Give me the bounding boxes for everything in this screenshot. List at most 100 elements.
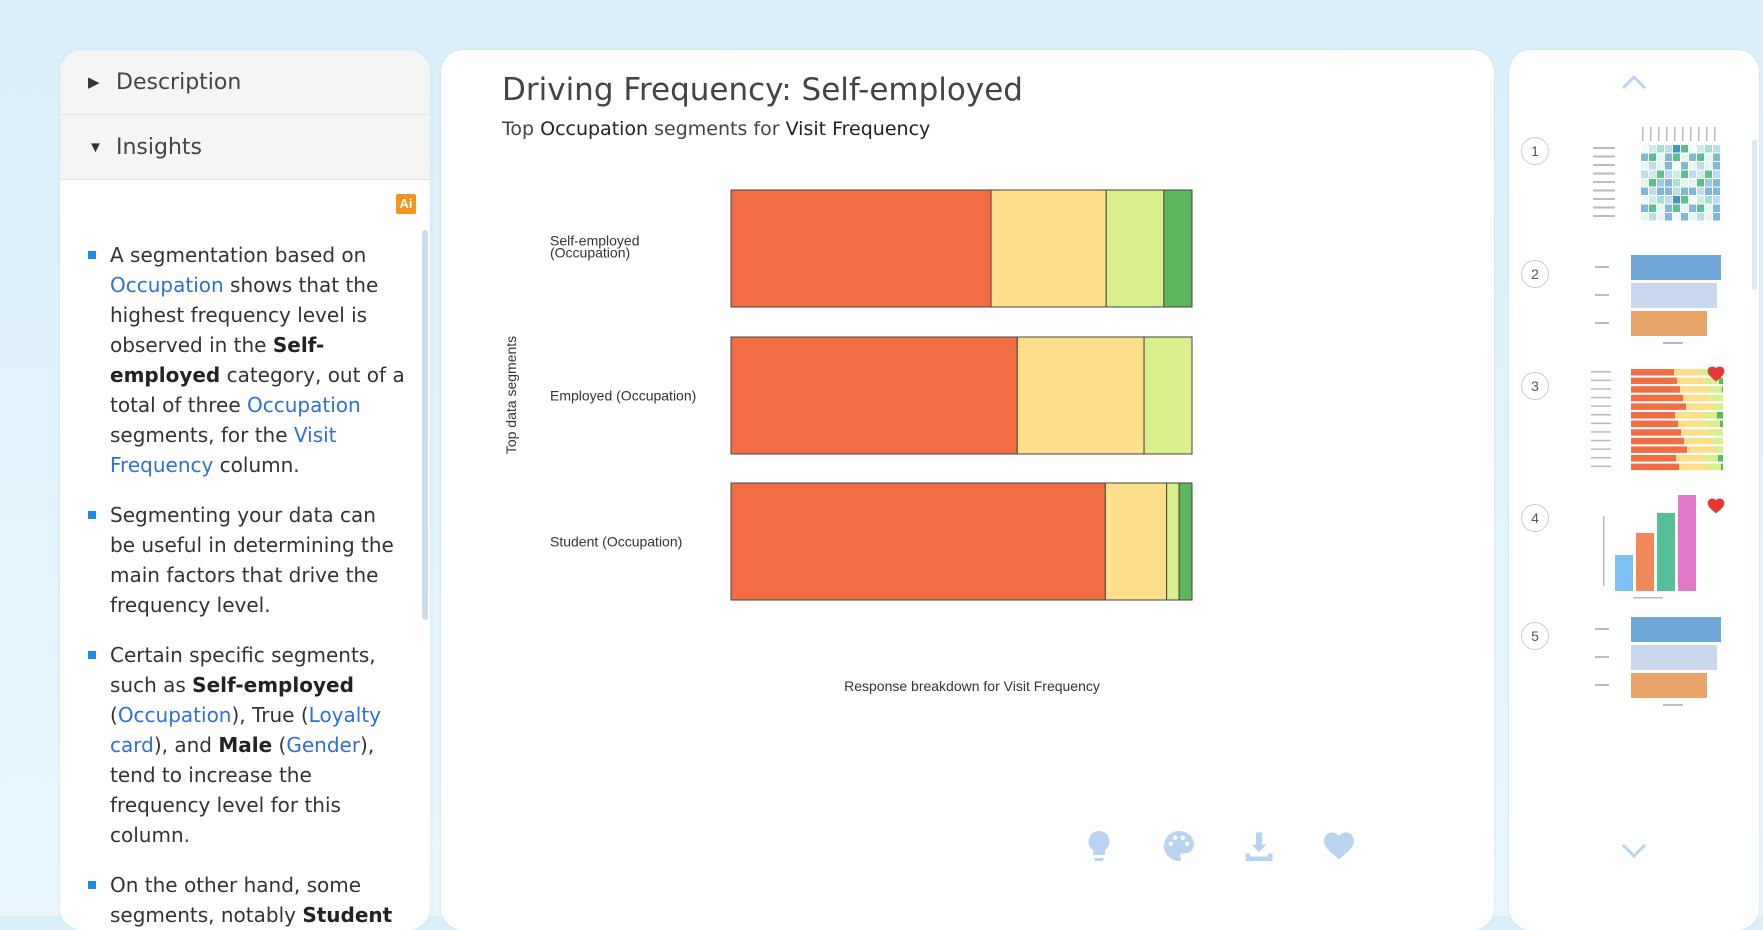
- thumbnail-mark: [1714, 403, 1728, 410]
- thumbnail-mark: [1697, 196, 1704, 204]
- thumbnail-mark: [1697, 213, 1704, 221]
- thumbnail-mark: [1657, 187, 1664, 195]
- thumbnail-mark: [1593, 147, 1615, 149]
- thumbnail-mark: [1681, 179, 1688, 187]
- insight-emphasis: Self-employed: [192, 673, 354, 697]
- thumbnail-mark: [1689, 204, 1696, 212]
- thumbnail-mark: [1631, 255, 1721, 280]
- thumbnail-scrollbar[interactable]: [1752, 140, 1757, 290]
- thumbnail-mark: [1631, 283, 1717, 308]
- thumbnail-mark: [1713, 187, 1720, 195]
- subtitle-part: Top: [502, 118, 541, 140]
- thumbnail-mark: [1595, 684, 1609, 686]
- insights-label: Insights: [116, 134, 203, 160]
- thumbnail-mark: [1641, 145, 1648, 153]
- heart-icon[interactable]: [1321, 828, 1357, 864]
- thumbnail-mark: [1718, 455, 1727, 462]
- bullet-icon: [88, 251, 96, 259]
- favorite-heart-icon[interactable]: [1705, 496, 1727, 516]
- favorite-heart-icon[interactable]: [1705, 364, 1727, 384]
- thumbnail-mark: [1593, 206, 1615, 209]
- thumbnail-hbars[interactable]: [1553, 612, 1723, 732]
- insight-link[interactable]: Visit Frequency: [110, 423, 337, 477]
- bar-segment: [1163, 189, 1193, 308]
- bar-segment: [730, 482, 1106, 601]
- thumbnail-mark: [1593, 215, 1615, 217]
- thumbnail-number: 4: [1521, 504, 1549, 532]
- thumbnail-mark: [1595, 322, 1609, 324]
- insight-text: ), True (: [231, 703, 309, 727]
- insight-emphasis: Self-employed: [110, 333, 325, 387]
- insight-link[interactable]: Gender: [286, 733, 361, 757]
- thumbnail-mark: [1665, 179, 1672, 187]
- chart-panel: Driving Frequency: Self-employed Top Occ…: [441, 50, 1494, 930]
- thumbnail-vbars[interactable]: [1553, 494, 1723, 604]
- y-axis-label: Top data segments: [503, 336, 519, 454]
- thumbnail-mark: [1681, 204, 1688, 212]
- thumbnail-mark: [1676, 455, 1704, 462]
- thumbnail-mark: [1683, 394, 1711, 402]
- thumbnail-mark: [1631, 645, 1717, 670]
- thumbnail-mark: [1673, 153, 1680, 161]
- thumbnail-mark: [1681, 170, 1688, 178]
- category-label: Student (Occupation): [550, 534, 682, 550]
- bar-segment: [730, 189, 992, 308]
- thumbnail-mark: [1649, 170, 1656, 178]
- category-label: Self-employed (Occupation): [550, 233, 640, 261]
- expand-triangle-icon: ▶: [88, 74, 100, 91]
- thumbnail-mark: [1591, 439, 1611, 442]
- thumbnail-mark: [1673, 162, 1680, 170]
- thumbnail-mark: [1641, 162, 1648, 170]
- thumbnail-mark: [1642, 127, 1644, 141]
- thumbnail-mark: [1697, 170, 1704, 178]
- thumbnail-mark: [1649, 162, 1656, 170]
- thumbnail-mark: [1705, 187, 1712, 195]
- thumbnail-mark: [1681, 162, 1688, 170]
- thumbnail-mark: [1681, 196, 1688, 204]
- thumbnail-mark: [1595, 294, 1609, 296]
- thumbnail-stacked[interactable]: [1553, 362, 1729, 477]
- insight-link[interactable]: Occupation: [110, 273, 224, 297]
- thumbnail-mark: [1684, 437, 1712, 445]
- insights-scrollbar[interactable]: [422, 230, 428, 620]
- bar-segment: [1104, 482, 1168, 601]
- insight-text: shows that the highest frequency level i…: [110, 273, 379, 357]
- download-icon[interactable]: [1241, 828, 1277, 864]
- thumbnail-mark: [1722, 386, 1727, 393]
- thumbnail-mark: [1689, 153, 1696, 161]
- thumbnail-mark: [1663, 342, 1683, 344]
- insights-accordion[interactable]: ▼ Insights: [60, 115, 430, 180]
- bar-segment: [1178, 482, 1193, 601]
- thumbnail-mark: [1674, 127, 1676, 141]
- thumbnail-mark: [1675, 412, 1703, 419]
- palette-icon[interactable]: [1161, 828, 1197, 864]
- insight-link[interactable]: Occupation: [117, 703, 232, 727]
- thumbnail-mark: [1591, 414, 1611, 416]
- insight-item: Segmenting your data can be useful in de…: [88, 500, 406, 620]
- thumbnail-mark: [1657, 513, 1675, 591]
- insight-item: Certain specific segments, such as Self-…: [88, 640, 406, 850]
- thumbnail-mark: [1689, 179, 1696, 187]
- insight-link[interactable]: Occupation: [247, 393, 361, 417]
- chart-subtitle: Top Occupation segments for Visit Freque…: [502, 118, 930, 140]
- chevron-up-icon[interactable]: [1619, 72, 1649, 92]
- thumbnail-heatmap[interactable]: [1553, 127, 1723, 227]
- thumbnail-mark: [1649, 153, 1656, 161]
- thumbnail-mark: [1707, 463, 1721, 471]
- description-accordion[interactable]: ▶ Description: [60, 50, 430, 115]
- thumbnail-hbars[interactable]: [1553, 250, 1723, 350]
- chevron-down-icon[interactable]: [1619, 840, 1649, 860]
- insight-link[interactable]: Loyalty card: [110, 703, 382, 757]
- lightbulb-icon[interactable]: [1081, 828, 1117, 864]
- thumbnail-mark: [1636, 533, 1654, 591]
- thumbnail-mark: [1705, 179, 1712, 187]
- thumbnail-mark: [1689, 187, 1696, 195]
- thumbnail-number: 3: [1521, 372, 1549, 400]
- thumbnail-mark: [1649, 187, 1656, 195]
- thumbnail-mark: [1631, 673, 1707, 698]
- thumbnail-mark: [1593, 198, 1615, 200]
- thumbnail-mark: [1689, 213, 1696, 221]
- thumbnail-mark: [1674, 369, 1702, 376]
- thumbnail-mark: [1658, 127, 1660, 141]
- thumbnail-mark: [1593, 164, 1615, 166]
